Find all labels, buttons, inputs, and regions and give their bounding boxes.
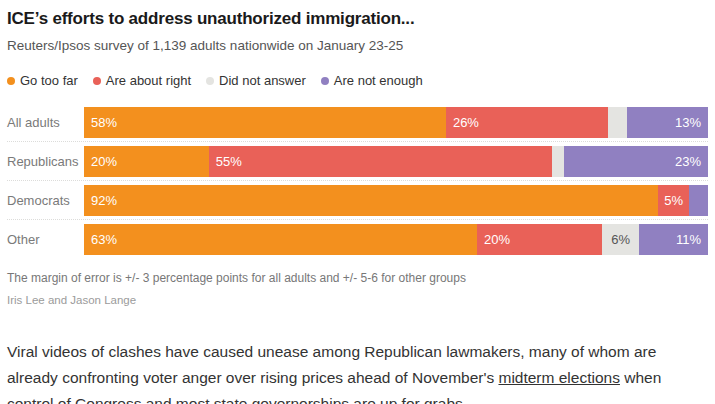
legend-label: Are about right	[106, 73, 191, 88]
legend-label: Are not enough	[334, 73, 423, 88]
chart-row: Other63%20%6%11%	[7, 220, 708, 259]
bar-segment: 63%	[84, 224, 477, 255]
legend-dot-icon	[93, 77, 101, 85]
stacked-bar: 20%55% 23%	[84, 146, 708, 177]
bar-segment: 6%	[602, 224, 639, 255]
chart-title: ICE’s efforts to address unauthorized im…	[7, 9, 708, 29]
legend-label: Go too far	[20, 73, 78, 88]
bar-segment: 5%	[658, 185, 689, 216]
category-label: Democrats	[7, 193, 84, 208]
legend-dot-icon	[206, 77, 214, 85]
bar-segment: 92%	[84, 185, 658, 216]
bar-segment: 20%	[84, 146, 209, 177]
bar-segment: 11%	[639, 224, 708, 255]
legend-item: Are about right	[93, 73, 191, 88]
category-label: Republicans	[7, 154, 84, 169]
article-paragraph: Viral videos of clashes have caused unea…	[7, 339, 693, 404]
legend-item: Are not enough	[321, 73, 423, 88]
bar-segment: 23%	[564, 146, 708, 177]
bar-segment: 58%	[84, 107, 446, 138]
chart-row: All adults58%26% 13%	[7, 103, 708, 142]
stacked-bar: 92%5%	[84, 185, 708, 216]
chart-row: Democrats92%5%	[7, 181, 708, 220]
bar-chart: All adults58%26%13%Republicans20%55%23%D…	[7, 103, 708, 259]
bar-segment: 20%	[477, 224, 602, 255]
bar-segment: 13%	[627, 107, 708, 138]
byline-credit: Iris Lee and Jason Lange	[7, 294, 708, 306]
bar-segment	[608, 107, 627, 138]
stacked-bar: 58%26% 13%	[84, 107, 708, 138]
category-label: All adults	[7, 115, 84, 130]
bar-segment: 26%	[446, 107, 608, 138]
page: ICE’s efforts to address unauthorized im…	[0, 0, 715, 404]
chart-subtitle: Reuters/Ipsos survey of 1,139 adults nat…	[7, 38, 708, 53]
chart-legend: Go too far Are about right Did not answer A…	[7, 73, 708, 88]
margin-of-error-note: The margin of error is +/- 3 percentage …	[7, 271, 708, 285]
chart-row: Republicans20%55% 23%	[7, 142, 708, 181]
legend-label: Did not answer	[219, 73, 306, 88]
category-label: Other	[7, 232, 84, 247]
bar-segment	[689, 185, 708, 216]
legend-dot-icon	[7, 77, 15, 85]
legend-item: Go too far	[7, 73, 78, 88]
bar-segment: 55%	[209, 146, 552, 177]
legend-dot-icon	[321, 77, 329, 85]
legend-item: Did not answer	[206, 73, 306, 88]
stacked-bar: 63%20%6%11%	[84, 224, 708, 255]
midterm-elections-link[interactable]: midterm elections	[498, 369, 619, 386]
bar-segment	[552, 146, 564, 177]
